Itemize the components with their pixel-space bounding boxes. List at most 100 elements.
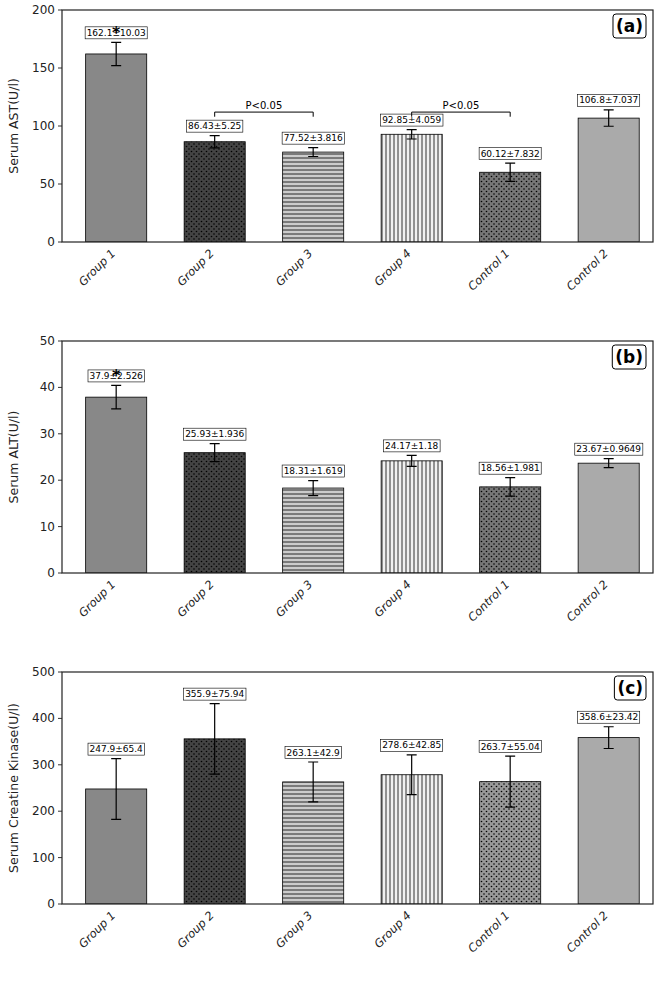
data-label: 23.67±0.9649: [576, 444, 641, 454]
x-tick-label: Control 1: [465, 246, 512, 293]
bar: [480, 172, 541, 242]
x-tick-label: Group 2: [174, 577, 217, 620]
panel: 01020304050Serum ALT(U/l)Group 1Group 2G…: [6, 334, 653, 624]
data-label-box: [479, 148, 541, 160]
y-tick-label: 400: [32, 711, 55, 725]
bar: [184, 142, 245, 242]
data-label: 24.17±1.18: [385, 441, 439, 451]
x-tick-label: Group 2: [174, 908, 217, 951]
significance-star: *: [112, 366, 121, 385]
data-label-box: [186, 120, 242, 132]
x-tick-label: Group 1: [76, 246, 119, 289]
bracket: [215, 112, 313, 117]
bar-hatch: [381, 134, 442, 242]
error-bar: [111, 385, 121, 408]
plot-frame: [62, 10, 653, 242]
y-tick-label: 30: [40, 427, 55, 441]
y-tick-label: 0: [47, 235, 55, 249]
bars: [86, 42, 640, 242]
bracket-label: P<0.05: [246, 100, 283, 111]
y-tick-label: 200: [32, 3, 55, 17]
y-tick-label: 50: [40, 334, 55, 348]
error-bar: [210, 136, 220, 148]
y-axis-label: Serum Creatine Kinase(U/l): [6, 703, 21, 873]
bars: [86, 385, 640, 573]
bracket-label: P<0.05: [443, 100, 480, 111]
y-tick-label: 0: [47, 897, 55, 911]
bar: [184, 453, 245, 573]
plot-background: [62, 341, 653, 573]
bar: [578, 738, 639, 904]
y-tick-label: 100: [32, 851, 55, 865]
panel: 0 50 100 150 200 Serum AST(U/l) Group 1 Group 2…: [6, 3, 653, 293]
data-label-box: [479, 462, 541, 474]
data-label: 106.8±7.037: [579, 95, 638, 105]
bar: [283, 152, 344, 242]
bar-hatch: [184, 142, 245, 242]
y-tick-label: 500: [32, 665, 55, 679]
x-tick-label: Control 2: [564, 577, 611, 624]
data-label-box: [184, 688, 246, 700]
data-label: 263.1±42.9: [286, 748, 340, 758]
y-axis-label: Serum ALT(U/l): [6, 411, 21, 504]
bar-hatch: [480, 487, 541, 573]
bar: [578, 463, 639, 573]
data-label-box: [479, 741, 541, 753]
y-tick-label: 300: [32, 758, 55, 772]
y-tick-label: 10: [40, 520, 55, 534]
error-bar: [604, 110, 614, 126]
error-bar: [505, 478, 515, 496]
bar-hatch: [480, 172, 541, 242]
bar: [480, 487, 541, 573]
error-bar: [505, 163, 515, 181]
data-label-box: [381, 739, 443, 751]
data-label-box: [575, 443, 643, 455]
data-label-box: [282, 465, 344, 477]
error-bar: [407, 755, 417, 795]
bar-hatch: [381, 461, 442, 573]
x-tick-label: Group 1: [76, 577, 119, 620]
error-bar: [407, 130, 417, 139]
error-bar: [210, 704, 220, 774]
figure: 050100150200Serum AST(U/l)Group 1Group 2…: [0, 0, 667, 993]
error-bar: [111, 42, 121, 65]
y-tick-label: 100: [32, 119, 55, 133]
error-bar: [604, 459, 614, 468]
bar: [283, 488, 344, 573]
error-bar: [308, 148, 318, 157]
x-tick-label: Group 2: [174, 246, 217, 289]
plot-frame: [62, 341, 653, 573]
data-label-box: [88, 743, 145, 755]
bar-hatch: [184, 453, 245, 573]
y-tick-label: 50: [40, 177, 55, 191]
data-label: 25.93±1.936: [185, 429, 244, 439]
data-label: 18.56±1.981: [481, 463, 540, 473]
bars: [86, 704, 640, 904]
data-label: 86.43±5.25: [188, 121, 241, 131]
error-bar: [604, 727, 614, 749]
y-axis-label: Serum AST(U/l): [6, 78, 21, 174]
x-tick-label: Group 4: [371, 246, 414, 289]
data-label-box: [578, 94, 640, 106]
y-tick-label: 150: [32, 61, 55, 75]
panel-label: (c): [617, 678, 643, 698]
y-tick-label: 0: [47, 566, 55, 580]
error-bar: [210, 444, 220, 462]
x-tick-label: Control 1: [465, 577, 512, 624]
bar: [381, 134, 442, 242]
error-bar: [308, 481, 318, 496]
data-label: 278.6±42.85: [382, 740, 441, 750]
bar: [381, 461, 442, 573]
y-tick-label: 200: [32, 804, 55, 818]
significance-star: *: [112, 23, 121, 42]
bar: [578, 118, 639, 242]
bracket: [412, 112, 511, 117]
data-label-box: [578, 711, 640, 723]
panel: 0 100 200 300 400 500 Serum Creatine Kinase(U/…: [6, 665, 653, 955]
data-label: 18.31±1.619: [284, 466, 343, 476]
x-tick-label: Group 3: [273, 246, 316, 289]
data-label: 247.9±65.4: [89, 744, 143, 754]
error-bar: [111, 759, 121, 820]
panel-label-box: [613, 14, 646, 38]
bar-hatch: [283, 488, 344, 573]
